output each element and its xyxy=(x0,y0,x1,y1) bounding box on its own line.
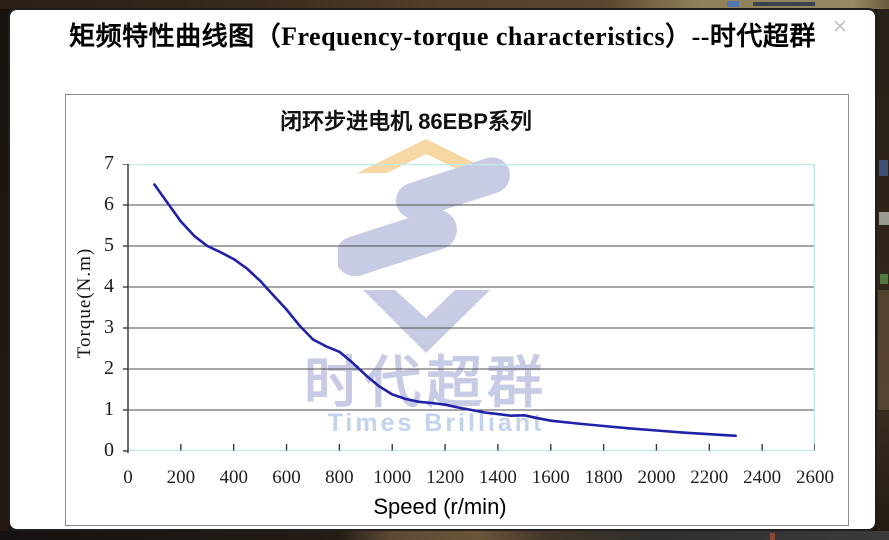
y-tick-label: 0 xyxy=(104,439,114,461)
desktop-icon-sliver xyxy=(727,1,739,7)
x-axis-title: Speed (r/min) xyxy=(373,494,507,519)
plot-area xyxy=(123,164,815,453)
x-tick-label: 1000 xyxy=(373,467,412,488)
logo-chevron-down-icon xyxy=(363,290,490,353)
dialog-title: 矩频特性曲线图（Frequency-torque characteristics… xyxy=(69,22,816,51)
y-tick-label: 2 xyxy=(104,357,114,379)
x-tick-label: 800 xyxy=(325,467,354,488)
desktop-background-patch xyxy=(878,290,889,410)
desktop-icon-green xyxy=(880,274,888,284)
watermark-en-text: Times Brilliant xyxy=(327,409,545,437)
y-tick-label: 7 xyxy=(104,152,114,174)
y-axis-title: Torque(N.m) xyxy=(74,247,95,359)
y-tick-label: 3 xyxy=(104,316,114,338)
desktop-background-left xyxy=(0,9,8,531)
y-tick-label: 4 xyxy=(104,275,114,297)
y-tick-label: 1 xyxy=(104,398,114,420)
logo-s-bottom-stroke xyxy=(338,209,457,277)
tick-marks xyxy=(123,164,815,452)
image-viewer-panel: 矩频特性曲线图（Frequency-torque characteristics… xyxy=(8,8,877,531)
x-tick-label: 1200 xyxy=(426,467,465,488)
x-tick-label: 2000 xyxy=(637,467,676,488)
x-tick-label: 2600 xyxy=(796,467,834,488)
x-tick-label: 2400 xyxy=(743,467,782,488)
desktop-background-top xyxy=(0,0,889,9)
desktop-background-right xyxy=(877,9,889,531)
gridlines xyxy=(128,204,815,411)
x-tick-label: 200 xyxy=(166,467,196,488)
desktop-icon-white xyxy=(879,212,889,225)
desktop-icon-blue xyxy=(879,160,888,176)
chart-title: 闭环步进电机 86EBP系列 xyxy=(280,109,532,134)
x-tick-label: 600 xyxy=(272,467,301,488)
y-tick-label: 5 xyxy=(104,234,114,256)
desktop-speck xyxy=(770,533,775,540)
torque-curve xyxy=(153,183,738,438)
x-tick-label: 0 xyxy=(123,467,133,488)
desktop-icon-label-sliver xyxy=(753,2,815,6)
close-icon[interactable]: ✕ xyxy=(832,16,848,38)
desktop-background-bottom xyxy=(0,531,889,540)
x-tick-label: 400 xyxy=(219,467,248,488)
y-tick-label: 6 xyxy=(104,193,114,215)
logo-s-top-stroke xyxy=(396,157,510,219)
x-tick-label: 1600 xyxy=(531,467,570,488)
x-tick-label: 1800 xyxy=(584,467,623,488)
x-tick-label: 2200 xyxy=(690,467,729,488)
x-tick-label: 1400 xyxy=(478,467,517,488)
plot-frame xyxy=(127,164,815,453)
